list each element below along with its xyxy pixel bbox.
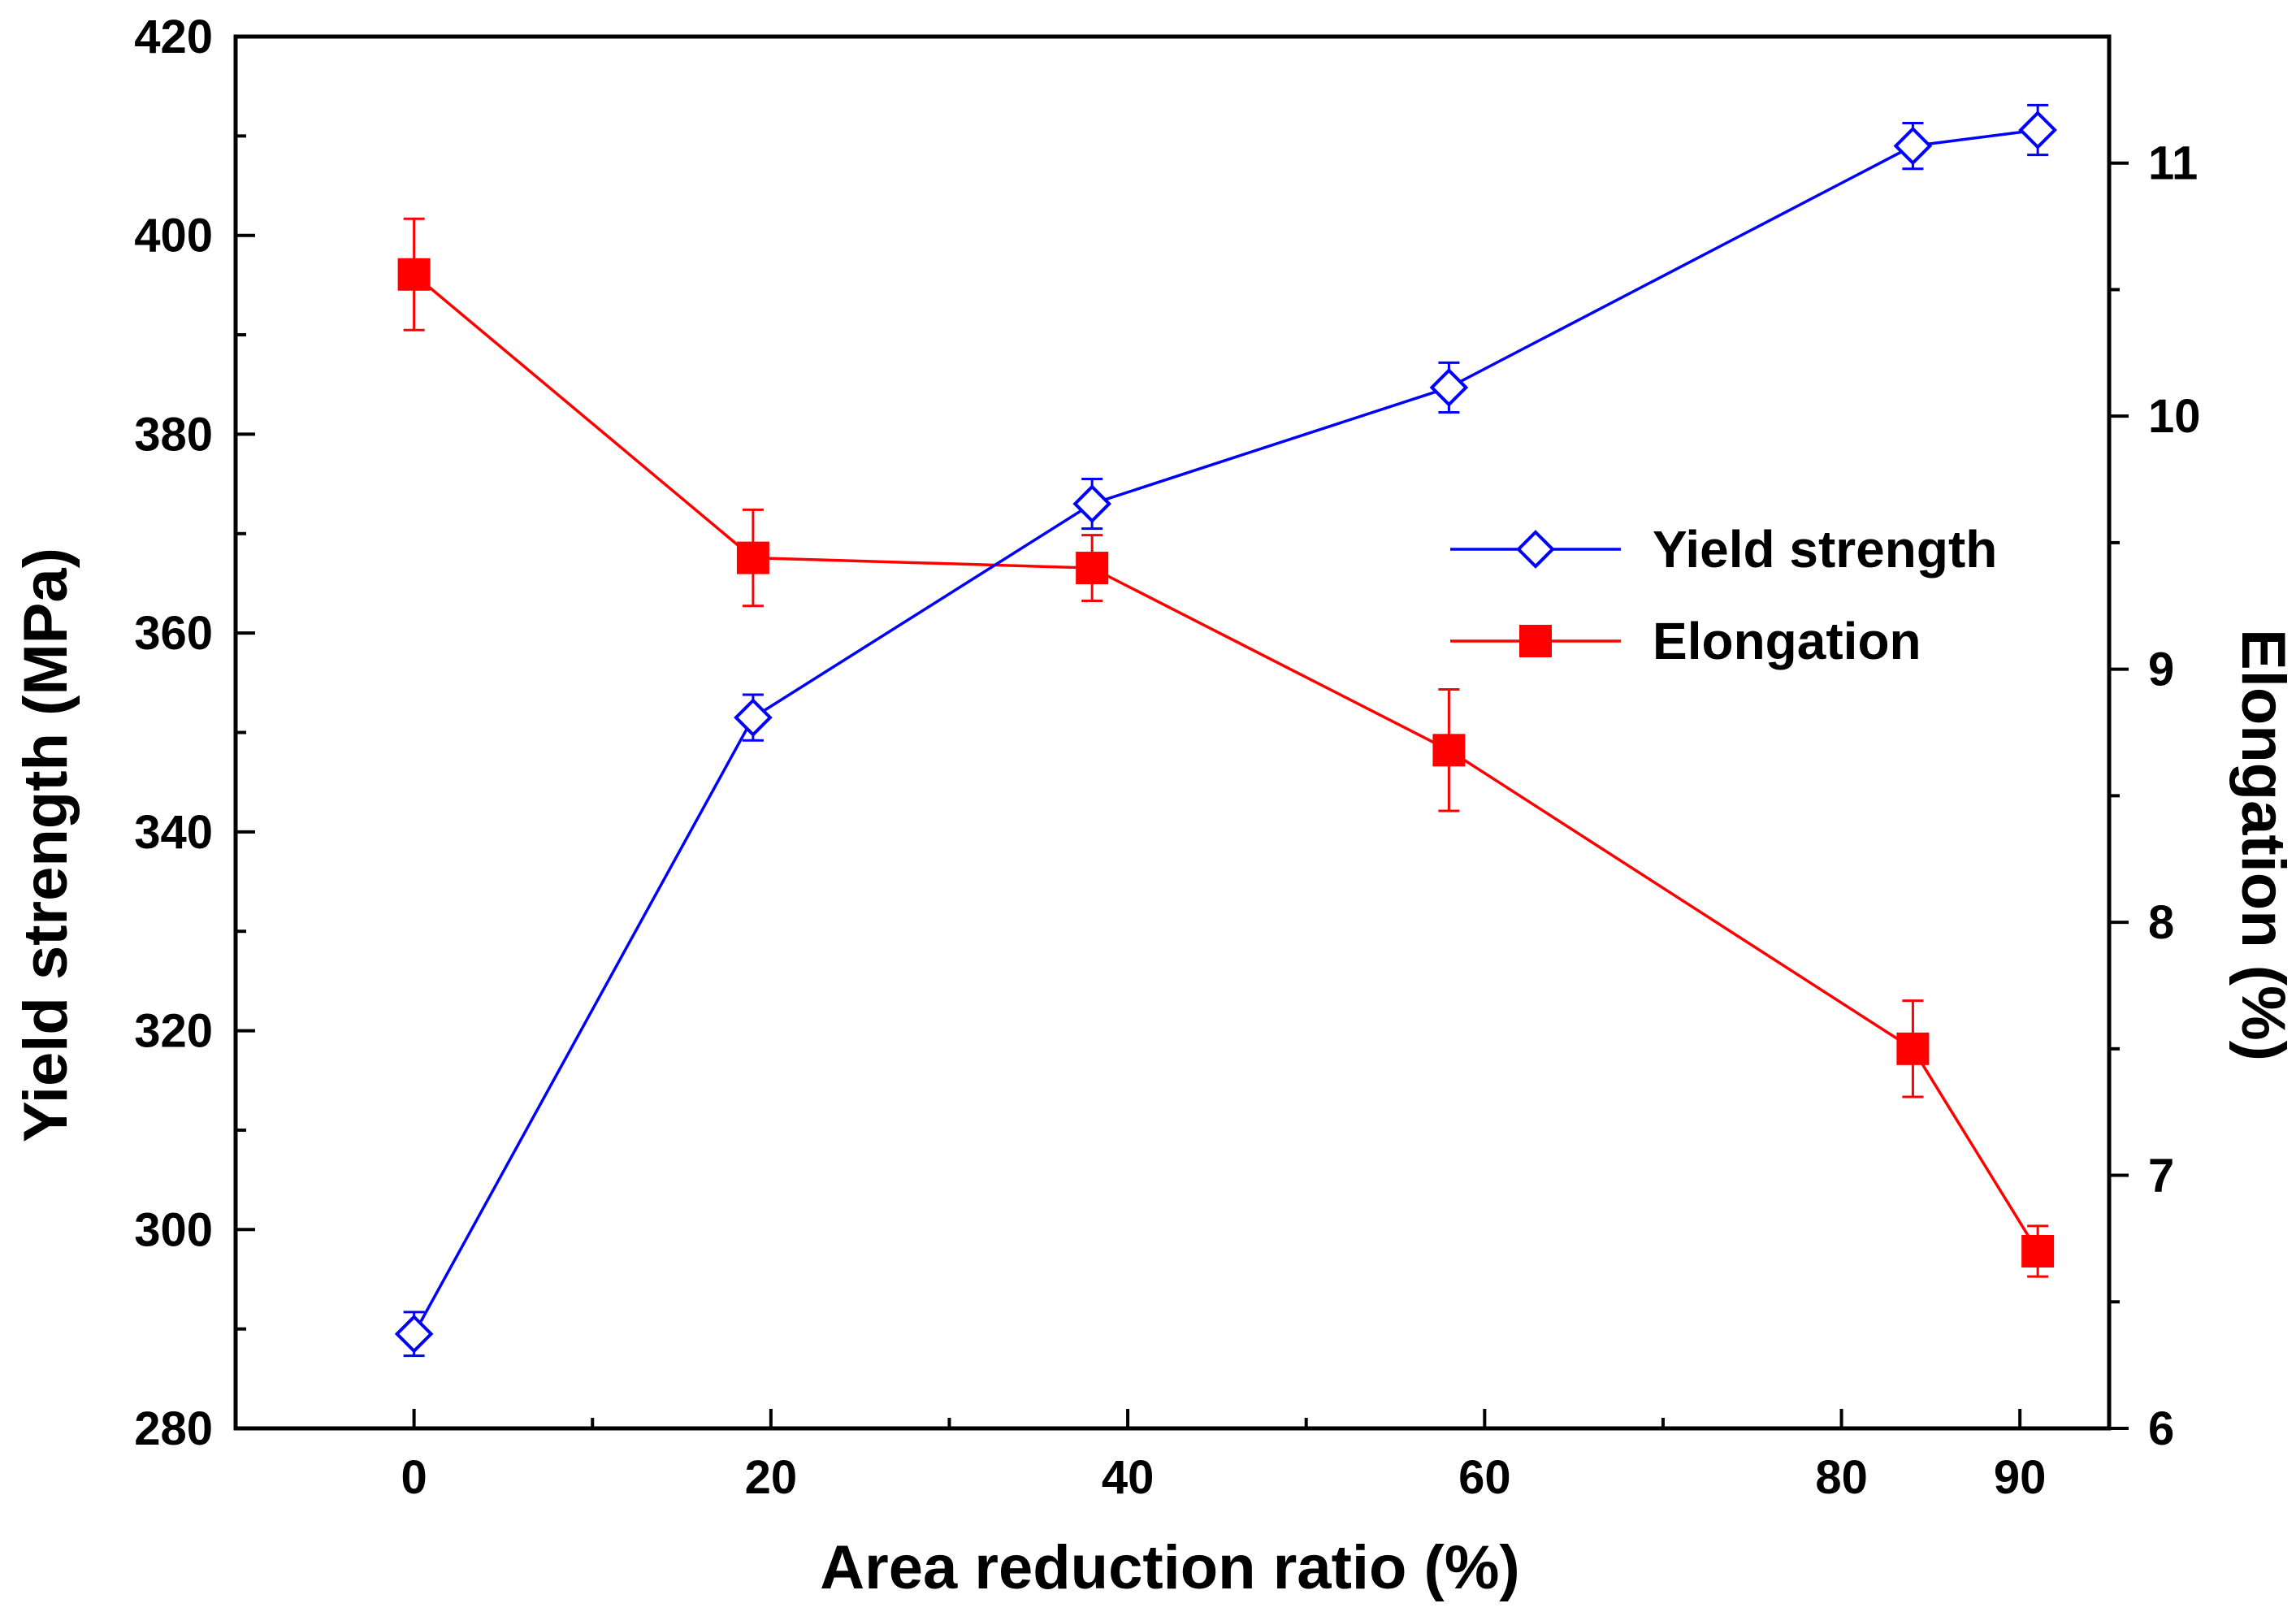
x-axis-title: Area reduction ratio (%): [820, 1533, 1519, 1602]
y-left-tick-label: 340: [134, 806, 213, 859]
y-right-tick-label: 7: [2148, 1150, 2174, 1202]
data-point-yield-strength: [394, 1314, 434, 1354]
data-point-elongation: [1432, 734, 1466, 767]
x-tick-label: 90: [1994, 1451, 2047, 1504]
legend: Yield strength Elongation: [1450, 520, 1997, 670]
y-left-tick-label: 380: [134, 408, 213, 461]
data-point-elongation: [1076, 552, 1109, 585]
x-tick-label: 20: [745, 1451, 798, 1504]
legend-marker-elongation: [1519, 625, 1552, 657]
x-tick-label: 80: [1815, 1451, 1868, 1504]
x-tick-label: 0: [401, 1451, 427, 1504]
y-right-tick-label: 10: [2148, 390, 2201, 443]
series-group: [394, 103, 2057, 1358]
data-point-elongation: [2021, 1234, 2055, 1268]
legend-entry-yield-strength: Yield strength: [1450, 520, 1997, 578]
series-elongation: [397, 217, 2055, 1278]
series-line-yield-strength: [413, 128, 2038, 1335]
plot-frame: [233, 34, 2112, 1431]
series-yield-strength: [394, 103, 2057, 1358]
data-point-yield-strength: [1893, 126, 1933, 166]
x-tick-label: 60: [1458, 1451, 1511, 1504]
y-right-tick-label: 8: [2148, 896, 2174, 949]
y-right-tick-label: 6: [2148, 1402, 2174, 1455]
data-point-yield-strength: [734, 698, 773, 737]
data-point-elongation: [397, 258, 431, 291]
data-point-yield-strength: [1429, 368, 1469, 407]
y-left-tick-label: 280: [134, 1402, 213, 1455]
x-tick-label: 40: [1102, 1451, 1154, 1504]
y-right-tick-label: 11: [2148, 137, 2198, 190]
y-axis-left-title: Yield strength (MPa): [11, 548, 80, 1142]
y-right-tick-label: 9: [2148, 644, 2174, 696]
axes-group: 0 20 40 60 80 90 280 300 320 340 360 380 400 420 6 7 8 9 1…: [134, 11, 2200, 1504]
data-point-elongation: [736, 541, 769, 574]
data-point-elongation: [1896, 1032, 1930, 1065]
y-left-tick-label: 420: [134, 11, 213, 63]
y-left-tick-label: 300: [134, 1203, 213, 1256]
series-line-elongation: [413, 273, 2039, 1252]
legend-label-yield-strength: Yield strength: [1653, 520, 1997, 578]
y-left-tick-label: 400: [134, 210, 213, 262]
y-left-tick-label: 360: [134, 607, 213, 660]
legend-label-elongation: Elongation: [1653, 612, 1921, 670]
data-point-yield-strength: [2018, 110, 2057, 150]
data-point-yield-strength: [1072, 484, 1111, 523]
y-left-tick-label: 320: [134, 1005, 213, 1058]
axis-titles: Area reduction ratio (%) Yield strength …: [11, 548, 2296, 1602]
legend-entry-elongation: Elongation: [1450, 612, 1921, 670]
legend-marker-yield-strength: [1516, 530, 1555, 569]
y-axis-right-title: Elongation (%): [2229, 629, 2296, 1061]
